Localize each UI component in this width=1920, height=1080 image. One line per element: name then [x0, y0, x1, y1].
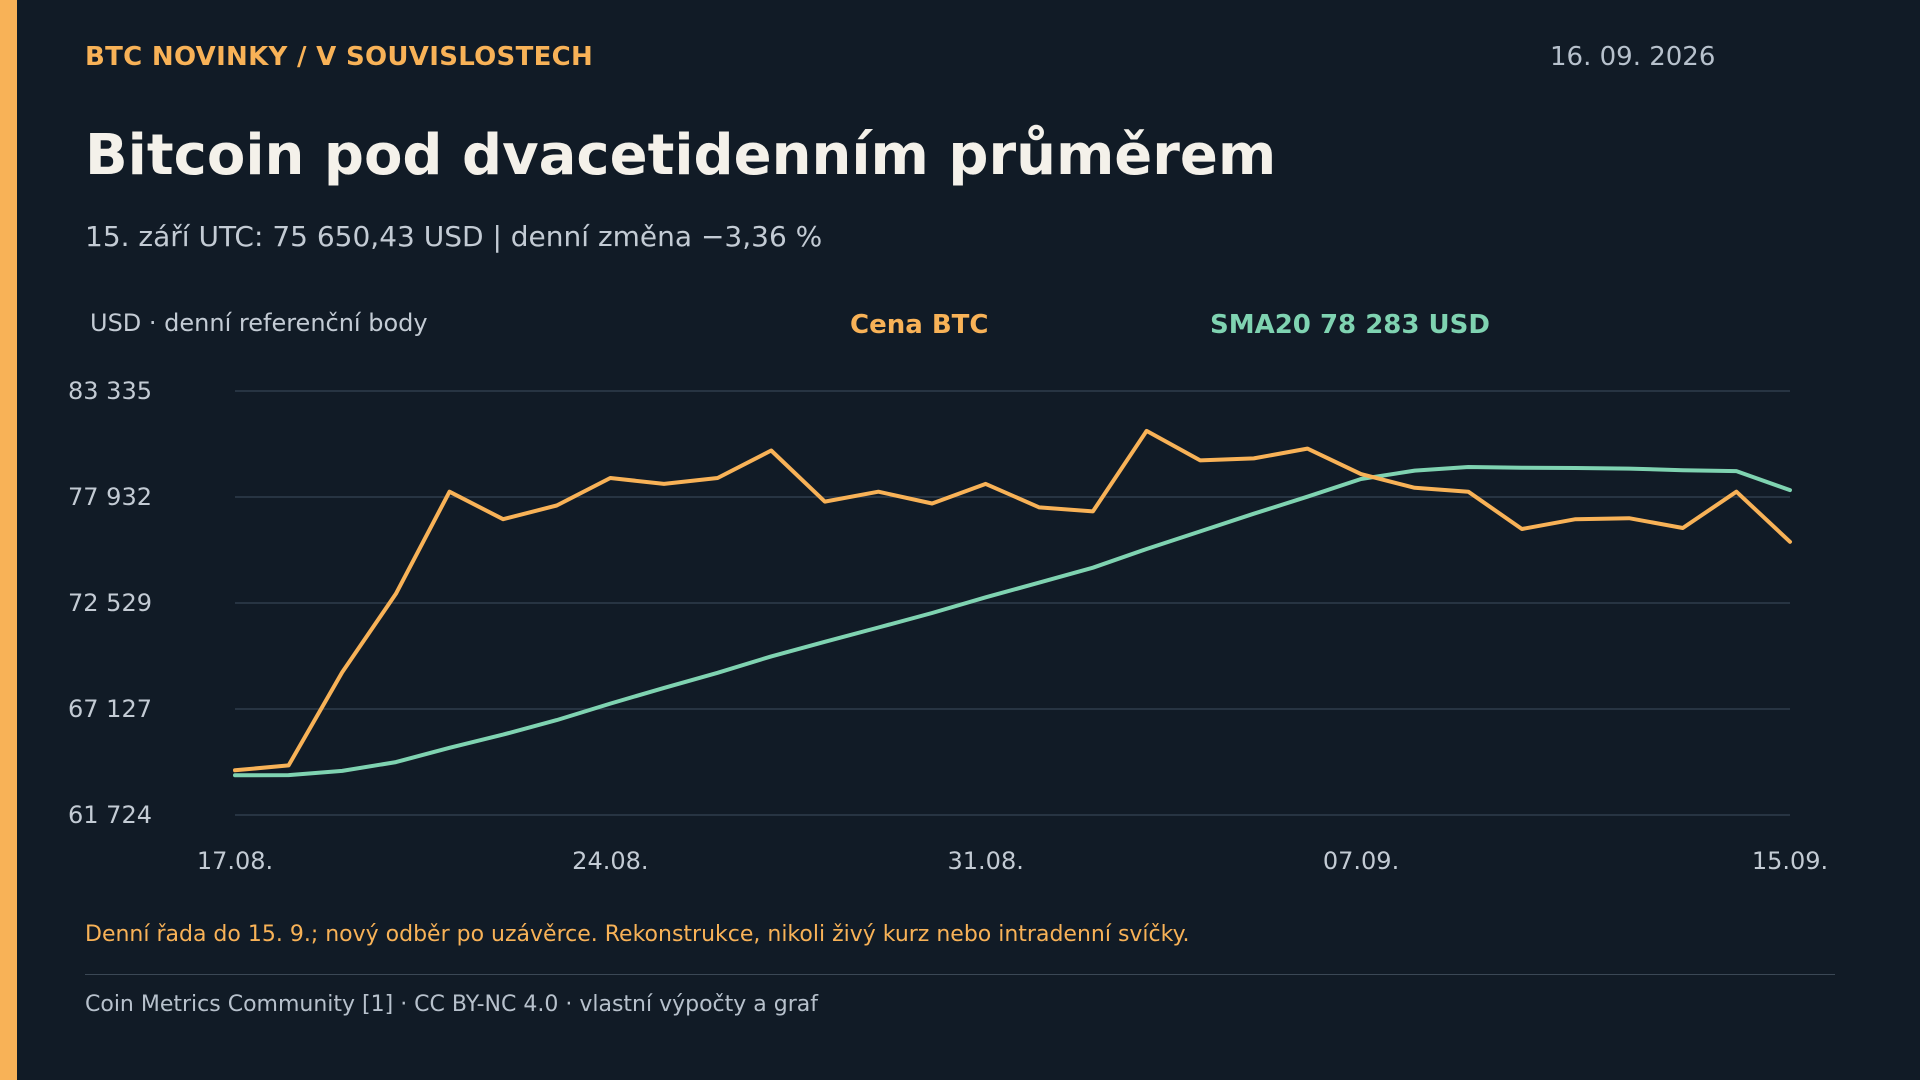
legend-price: Cena BTC [850, 310, 988, 340]
y-tick-label: 83 335 [68, 377, 152, 405]
x-tick-label: 07.09. [1323, 847, 1399, 875]
price-series-line [233, 428, 1792, 773]
legend-sma: SMA20 78 283 USD [1210, 310, 1490, 340]
x-tick-labels: 17.08. 24.08. 31.08. 07.09. 15.09. [197, 847, 1828, 875]
section-kicker: BTC NOVINKY / V SOUVISLOSTECH [85, 42, 594, 72]
grid-lines [235, 390, 1790, 816]
sma-series-line [233, 465, 1792, 778]
data-note: Denní řada do 15. 9.; nový odběr po uzáv… [85, 922, 1190, 947]
source-credit: Coin Metrics Community [1] · CC BY-NC 4.… [85, 992, 818, 1017]
x-tick-label: 15.09. [1752, 847, 1828, 875]
y-tick-label: 72 529 [68, 589, 152, 617]
y-tick-label: 77 932 [68, 483, 152, 511]
x-tick-label: 17.08. [197, 847, 273, 875]
publish-date: 16. 09. 2026 [1550, 42, 1716, 72]
series-lines [233, 428, 1792, 778]
y-axis-label: USD · denní referenční body [90, 309, 428, 337]
price-chart: USD · denní referenční body Cena BTC SMA… [68, 309, 1828, 875]
accent-bar [0, 0, 17, 1080]
page-title: Bitcoin pod dvacetidenním průměrem [85, 123, 1277, 188]
x-tick-label: 24.08. [572, 847, 648, 875]
y-tick-label: 61 724 [68, 801, 152, 829]
subtitle: 15. září UTC: 75 650,43 USD | denní změn… [85, 220, 823, 253]
x-tick-label: 31.08. [948, 847, 1024, 875]
y-tick-labels: 61 724 67 127 72 529 77 932 83 335 [68, 377, 152, 829]
y-tick-label: 67 127 [68, 695, 152, 723]
footer-divider [85, 974, 1835, 975]
